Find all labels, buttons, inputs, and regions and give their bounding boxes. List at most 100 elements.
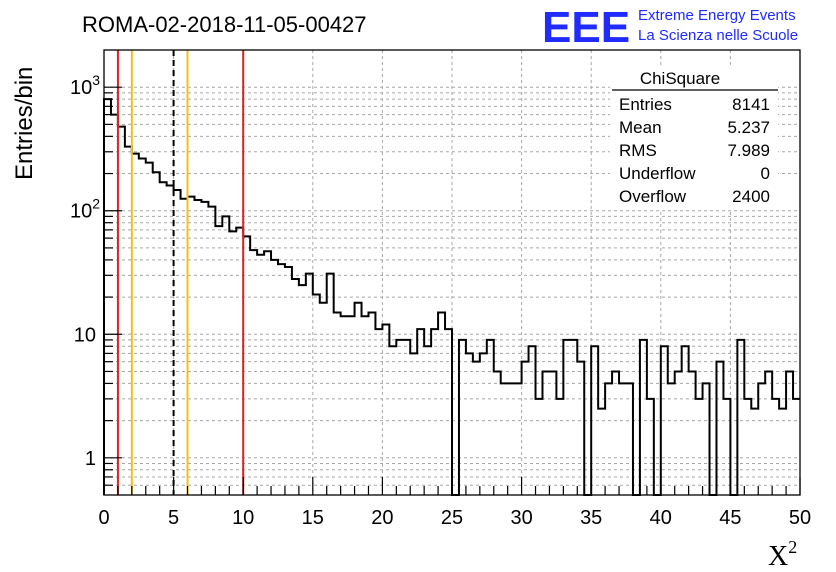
histogram-bin bbox=[201, 202, 208, 495]
histogram-bin bbox=[111, 115, 118, 495]
histogram-bin bbox=[779, 409, 786, 495]
histogram-bin bbox=[619, 383, 626, 495]
histogram-bin bbox=[508, 383, 515, 495]
stats-title: ChiSquare bbox=[640, 69, 720, 88]
histogram-bin bbox=[236, 228, 243, 495]
histogram-series bbox=[103, 98, 800, 496]
histogram-bin bbox=[271, 260, 278, 495]
y-tick-label: 102 bbox=[70, 196, 100, 223]
histogram-bin bbox=[292, 279, 299, 495]
y-tick-label-base: 10 bbox=[70, 201, 92, 223]
y-tick-label-base: 10 bbox=[74, 324, 96, 346]
histogram-bin bbox=[327, 274, 334, 495]
histogram-bin bbox=[668, 383, 675, 495]
y-tick-label-base: 1 bbox=[85, 448, 96, 470]
histogram-bin bbox=[682, 346, 689, 495]
histogram-bin bbox=[696, 399, 703, 495]
histogram-bin bbox=[348, 316, 355, 495]
histogram-bin bbox=[438, 313, 445, 495]
histogram-bin bbox=[577, 362, 584, 495]
stats-value-overflow: 2400 bbox=[732, 187, 770, 206]
histogram-bin bbox=[375, 329, 382, 495]
histogram-bin bbox=[243, 236, 250, 495]
histogram-bin bbox=[542, 371, 549, 495]
histogram-bin bbox=[341, 316, 348, 495]
histogram-bin bbox=[146, 163, 153, 495]
x-tick-label: 25 bbox=[441, 507, 463, 529]
histogram-bin bbox=[153, 172, 160, 495]
histogram-bin bbox=[689, 371, 696, 495]
histogram-outline bbox=[103, 98, 800, 496]
histogram-bin bbox=[494, 371, 501, 495]
histogram-bin bbox=[466, 353, 473, 495]
histogram-bin bbox=[431, 329, 438, 495]
histogram-bin bbox=[487, 340, 494, 495]
histogram-bin bbox=[703, 383, 710, 495]
histogram-bin bbox=[194, 200, 201, 495]
x-tick-label: 30 bbox=[510, 507, 532, 529]
histogram-bin bbox=[480, 353, 487, 495]
histogram-bin bbox=[522, 362, 529, 495]
histogram-bin bbox=[716, 362, 723, 495]
histogram-bin bbox=[751, 409, 758, 495]
histogram-bin bbox=[793, 399, 800, 495]
histogram-bin bbox=[675, 371, 682, 495]
histogram-bin bbox=[536, 399, 543, 495]
histogram-bin bbox=[459, 340, 466, 495]
x-axis-title-sup: 2 bbox=[788, 537, 797, 557]
x-tick-label: 20 bbox=[371, 507, 393, 529]
histogram-bin bbox=[396, 340, 403, 495]
histogram-bin bbox=[313, 294, 320, 495]
histogram-bin bbox=[515, 383, 522, 495]
histogram-bin bbox=[563, 340, 570, 495]
y-axis-title: Entries/bin bbox=[11, 67, 38, 180]
eee-logo: EEE Extreme Energy Events La Scienza nel… bbox=[542, 3, 798, 52]
logo-line2: La Scienza nelle Scuole bbox=[638, 27, 798, 44]
logo-line1: Extreme Energy Events bbox=[638, 7, 796, 24]
histogram-bin bbox=[640, 340, 647, 495]
stats-value-rms: 7.989 bbox=[727, 141, 770, 160]
y-tick-label: 10 bbox=[74, 324, 96, 346]
stats-value-mean: 5.237 bbox=[727, 118, 770, 137]
y-tick-label-base: 10 bbox=[70, 77, 92, 99]
histogram-bin bbox=[723, 399, 730, 495]
histogram-bin bbox=[229, 231, 236, 495]
histogram-bin bbox=[334, 313, 341, 495]
x-axis-title-main: X bbox=[768, 541, 788, 572]
histogram-bin bbox=[570, 340, 577, 495]
histogram-bin bbox=[382, 324, 389, 495]
logo-mark: EEE bbox=[542, 3, 630, 52]
histogram-bin bbox=[320, 303, 327, 495]
stats-label-underflow: Underflow bbox=[619, 164, 696, 183]
histogram-bin bbox=[410, 353, 417, 495]
histogram-bin bbox=[250, 250, 257, 495]
histogram-bin bbox=[786, 371, 793, 495]
histogram-bin bbox=[772, 399, 779, 495]
histogram-bin bbox=[222, 216, 229, 495]
histogram-bin bbox=[626, 383, 633, 495]
histogram-bin bbox=[501, 383, 508, 495]
histogram-bin bbox=[612, 371, 619, 495]
histogram-bin bbox=[598, 409, 605, 495]
histogram-bin bbox=[765, 371, 772, 495]
histogram-bin bbox=[125, 147, 132, 495]
x-tick-label: 45 bbox=[719, 507, 741, 529]
stats-label-rms: RMS bbox=[619, 141, 657, 160]
stats-value-entries: 8141 bbox=[732, 95, 770, 114]
stats-value-underflow: 0 bbox=[761, 164, 770, 183]
histogram-bin bbox=[473, 362, 480, 495]
x-tick-label: 10 bbox=[232, 507, 254, 529]
histogram-bin bbox=[167, 186, 174, 495]
histogram-bin bbox=[591, 346, 598, 495]
histogram-bin bbox=[132, 154, 139, 495]
y-tick-label-exponent: 3 bbox=[92, 72, 100, 88]
y-tick-label-exponent: 2 bbox=[92, 196, 100, 212]
x-tick-label: 50 bbox=[789, 507, 811, 529]
x-tick-label: 35 bbox=[580, 507, 602, 529]
histogram-bin bbox=[737, 340, 744, 495]
reference-lines bbox=[116, 50, 245, 495]
histogram-bin bbox=[160, 182, 167, 495]
x-tick-label: 15 bbox=[302, 507, 324, 529]
histogram-bin bbox=[529, 346, 536, 495]
